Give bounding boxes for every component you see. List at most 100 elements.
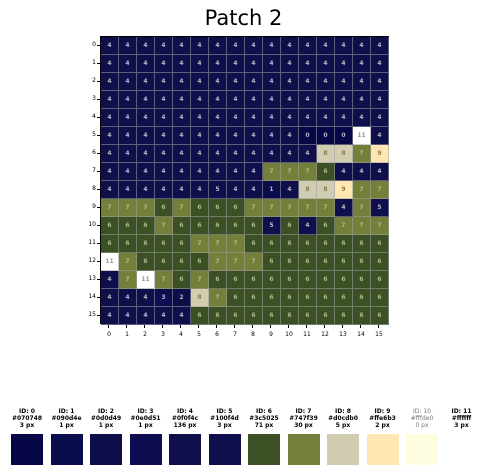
x-tick-label: 15 xyxy=(370,325,388,338)
legend-id-label: ID: 9 xyxy=(374,408,391,415)
heatmap-cell: 4 xyxy=(119,109,137,127)
x-tick-label: 1 xyxy=(118,325,136,338)
heatmap-cell: 4 xyxy=(335,55,353,73)
legend-hex: #ffe6b3 xyxy=(369,415,396,422)
heatmap-cell: 6 xyxy=(191,199,209,217)
y-tick-label: 3 xyxy=(84,95,100,102)
heatmap-cell: 9 xyxy=(335,181,353,199)
heatmap-cell: 4 xyxy=(281,91,299,109)
heatmap-cell: 4 xyxy=(263,73,281,91)
heatmap-cell: 4 xyxy=(245,55,263,73)
heatmap-cell: 6 xyxy=(263,289,281,307)
heatmap-cell: 4 xyxy=(173,91,191,109)
heatmap-cell: 4 xyxy=(191,127,209,145)
legend-count-label: 3 px xyxy=(217,422,232,429)
heatmap-cell: 4 xyxy=(299,145,317,163)
heatmap-cell: 4 xyxy=(137,109,155,127)
heatmap-cell: 6 xyxy=(335,289,353,307)
x-tick-label: 14 xyxy=(352,325,370,338)
heatmap-cell: 4 xyxy=(155,109,173,127)
heatmap-cell: 4 xyxy=(173,109,191,127)
x-tick-label: 2 xyxy=(136,325,154,338)
heatmap-cell: 6 xyxy=(317,271,335,289)
heatmap-cell: 4 xyxy=(209,37,227,55)
heatmap-cell: 5 xyxy=(263,217,281,235)
heatmap-cell: 6 xyxy=(335,307,353,325)
heatmap-cell: 7 xyxy=(371,217,389,235)
heatmap-cell: 4 xyxy=(101,73,119,91)
x-tick-label: 13 xyxy=(334,325,352,338)
heatmap-cell: 4 xyxy=(299,37,317,55)
heatmap-cell: 4 xyxy=(119,127,137,145)
heatmap-cell: 6 xyxy=(209,307,227,325)
heatmap-cell: 6 xyxy=(353,271,371,289)
heatmap-cell: 4 xyxy=(137,73,155,91)
heatmap-cell: 4 xyxy=(137,163,155,181)
heatmap-cell: 2 xyxy=(173,289,191,307)
legend-swatch xyxy=(90,434,122,465)
legend-id-label: ID: 5 xyxy=(216,408,233,415)
heatmap-cell: 6 xyxy=(119,235,137,253)
heatmap-cell: 6 xyxy=(263,307,281,325)
heatmap-cell: 4 xyxy=(227,127,245,145)
legend-swatch xyxy=(366,434,399,465)
legend-swatch xyxy=(129,434,162,465)
heatmap-cell: 7 xyxy=(209,289,227,307)
x-tick-label: 5 xyxy=(190,325,208,338)
heatmap-cell: 6 xyxy=(155,199,173,217)
heatmap-cell: 7 xyxy=(353,181,371,199)
heatmap-cell: 4 xyxy=(119,91,137,109)
heatmap-cell: 4 xyxy=(155,181,173,199)
heatmap-cell: 4 xyxy=(245,163,263,181)
heatmap-cell: 6 xyxy=(299,235,317,253)
heatmap-cell: 4 xyxy=(263,127,281,145)
heatmap-cell: 7 xyxy=(227,253,245,271)
legend-item: ID: 5 #100f4d 3 px xyxy=(195,408,255,465)
heatmap-cell: 4 xyxy=(335,91,353,109)
heatmap-cell: 6 xyxy=(299,307,317,325)
heatmap-cell: 7 xyxy=(245,199,263,217)
heatmap-cell: 4 xyxy=(299,91,317,109)
y-tick-label: 10 xyxy=(84,221,100,228)
heatmap-cell: 4 xyxy=(155,37,173,55)
heatmap-cell: 7 xyxy=(119,253,137,271)
heatmap-cell: 7 xyxy=(209,235,227,253)
heatmap-cell: 6 xyxy=(209,199,227,217)
heatmap-cell: 4 xyxy=(191,109,209,127)
heatmap-cell: 7 xyxy=(281,199,299,217)
heatmap-cell: 6 xyxy=(245,271,263,289)
heatmap-cell: 4 xyxy=(101,127,119,145)
heatmap-cell: 4 xyxy=(173,37,191,55)
heatmap-cell: 6 xyxy=(227,271,245,289)
heatmap-cell: 7 xyxy=(155,217,173,235)
heatmap-cell: 4 xyxy=(371,163,389,181)
heatmap-cell: 6 xyxy=(281,253,299,271)
heatmap-cell: 4 xyxy=(227,163,245,181)
heatmap-cell: 6 xyxy=(191,307,209,325)
heatmap-cell: 6 xyxy=(227,307,245,325)
heatmap-cell: 6 xyxy=(335,253,353,271)
heatmap-cell: 4 xyxy=(299,217,317,235)
heatmap-cell: 4 xyxy=(353,91,371,109)
heatmap-cell: 4 xyxy=(119,181,137,199)
heatmap-cell: 0 xyxy=(335,127,353,145)
heatmap-cell: 4 xyxy=(137,91,155,109)
legend-item: ID: 0 #070748 3 px xyxy=(0,408,57,465)
heatmap-cell: 6 xyxy=(155,235,173,253)
legend-hex: #100f4d xyxy=(210,415,239,422)
heatmap-cell: 4 xyxy=(317,73,335,91)
heatmap-cell: 6 xyxy=(281,307,299,325)
heatmap-cell: 6 xyxy=(317,163,335,181)
heatmap-cell: 4 xyxy=(137,181,155,199)
heatmap-cell: 4 xyxy=(101,289,119,307)
heatmap-cell: 6 xyxy=(227,289,245,307)
heatmap-cell: 4 xyxy=(263,55,281,73)
heatmap-cell: 6 xyxy=(209,271,227,289)
heatmap-cell: 6 xyxy=(191,253,209,271)
heatmap-cell: 4 xyxy=(137,307,155,325)
heatmap-cell: 11 xyxy=(353,127,371,145)
heatmap-cell: 0 xyxy=(317,127,335,145)
legend-id-label: ID: 1 xyxy=(58,408,75,415)
heatmap-cell: 7 xyxy=(227,235,245,253)
legend-swatch xyxy=(445,434,478,465)
